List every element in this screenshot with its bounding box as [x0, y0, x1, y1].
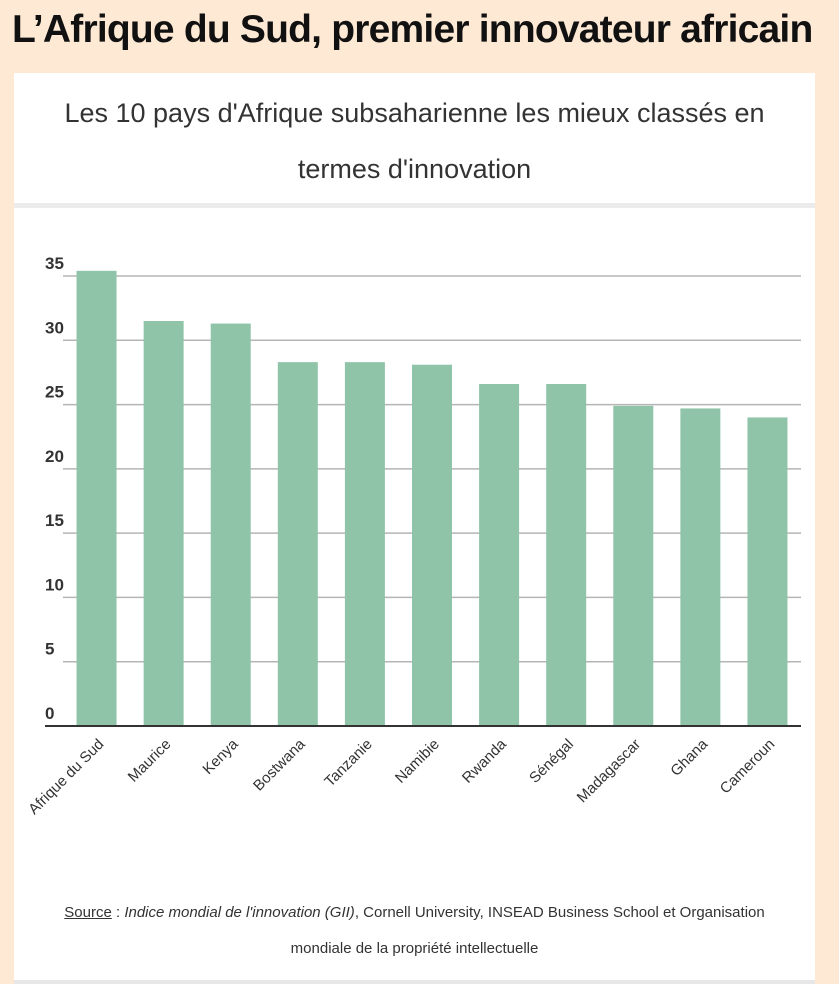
y-tick-label: 0 [45, 704, 54, 723]
x-axis-ticks: Afrique du Sud Maurice Kenya Bostwana Tanzan… [25, 735, 778, 818]
x-tick-label: Sénégal [526, 736, 577, 787]
title-divider [14, 203, 815, 208]
y-axis-ticks: 0 5 10 15 20 25 30 35 [45, 254, 64, 723]
x-tick-label: Ghana [667, 735, 711, 779]
chart-title-line-2: termes d'innovation [297, 154, 532, 184]
bar-bostwana [277, 362, 318, 726]
source-note: Source : Indice mondial de l'innovation … [14, 895, 815, 967]
bars [76, 270, 788, 726]
x-tick-label: Bostwana [250, 735, 309, 794]
bar-afrique-du-sud [76, 270, 117, 726]
bar-tanzanie [344, 362, 385, 726]
source-title: Indice mondial de l'innovation (GII) [124, 904, 355, 921]
source-separator: : [111, 904, 125, 921]
chart-card: Les 10 pays d'Afrique subsaharienne les … [14, 73, 815, 984]
y-tick-label: 25 [45, 383, 64, 402]
y-tick-label: 10 [45, 575, 64, 594]
bar-cameroun [747, 417, 788, 726]
y-tick-label: 35 [45, 254, 64, 273]
bottom-divider [14, 980, 815, 984]
y-tick-label: 20 [45, 447, 64, 466]
source-institutions: , Cornell University, INSEAD Business Sc… [354, 904, 765, 921]
bar-s-n-gal [546, 384, 587, 726]
x-tick-label: Maurice [125, 736, 175, 786]
bar-namibie [412, 364, 452, 726]
chart-title: Les 10 pays d'Afrique subsaharienne les … [14, 85, 815, 197]
x-tick-label: Kenya [199, 735, 242, 778]
source-line-1: Source : Indice mondial de l'innovation … [14, 895, 815, 931]
x-tick-label: Madagascar [574, 736, 644, 806]
bar-madagascar [613, 405, 654, 726]
source-label: Source [64, 904, 112, 921]
chart-title-line-1: Les 10 pays d'Afrique subsaharienne les … [64, 98, 765, 128]
bar-kenya [210, 323, 251, 726]
bar-rwanda [479, 384, 520, 726]
y-tick-label: 15 [45, 511, 64, 530]
x-tick-label: Cameroun [717, 736, 779, 798]
x-tick-label: Rwanda [459, 735, 510, 786]
y-tick-label: 5 [45, 640, 54, 659]
bar-ghana [680, 408, 721, 726]
page-headline: L’Afrique du Sud, premier innovateur afr… [12, 8, 813, 51]
x-tick-label: Namibie [392, 736, 443, 787]
x-tick-label: Tanzanie [321, 736, 375, 790]
bar-maurice [143, 321, 184, 726]
y-tick-label: 30 [45, 318, 64, 337]
source-line-2: mondiale de la propriété intellectuelle [290, 940, 539, 957]
x-tick-label: Afrique du Sud [25, 736, 107, 818]
bar-chart: 0 5 10 15 20 25 30 35 Afrique du Sud Maurice Keny… [25, 254, 801, 818]
